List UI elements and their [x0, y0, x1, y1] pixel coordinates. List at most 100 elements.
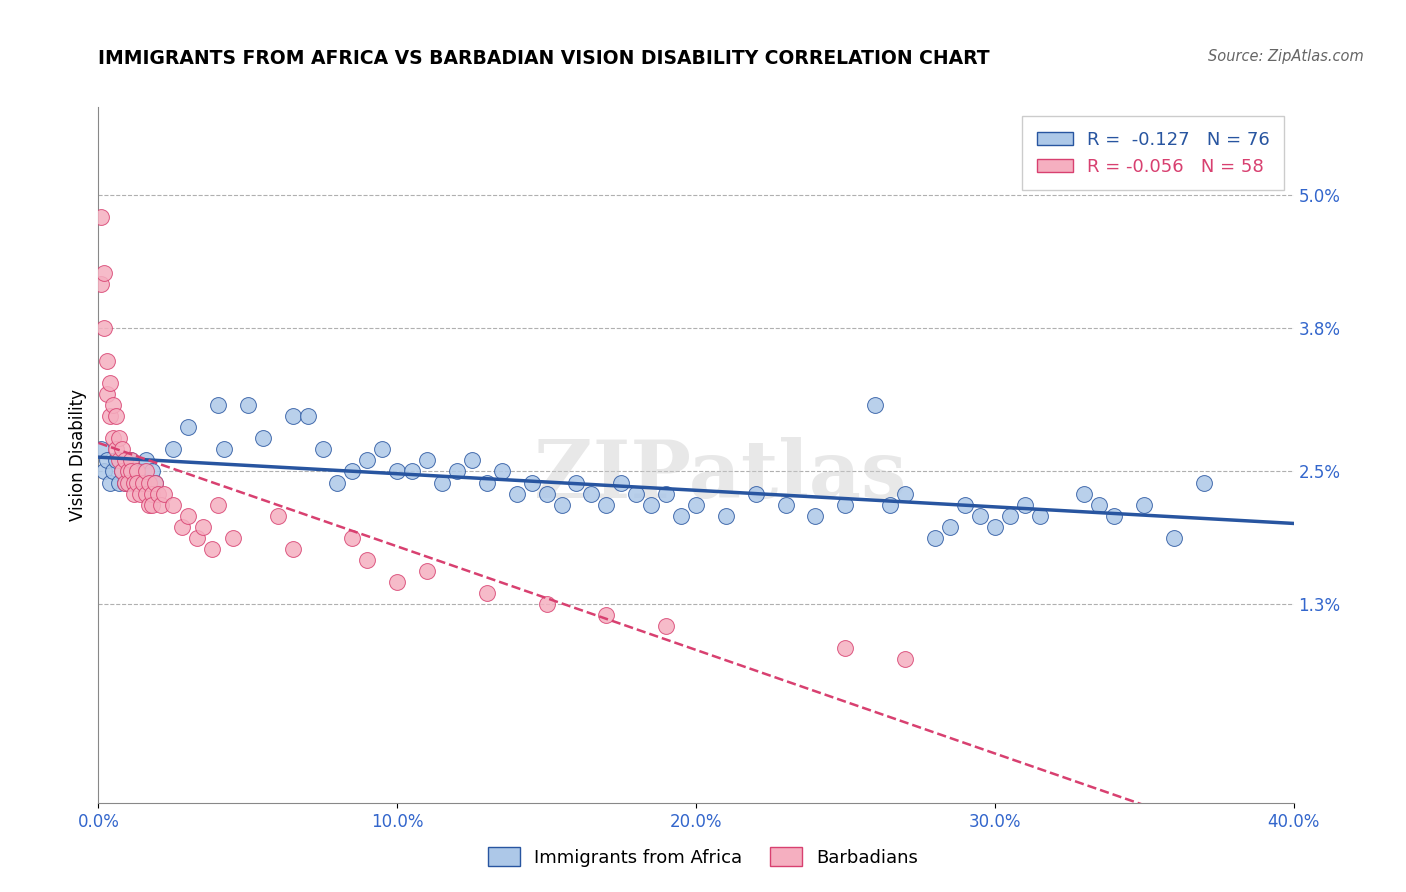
- Point: [385, 574, 409, 589]
- Point: [475, 586, 498, 600]
- Point: [129, 486, 152, 500]
- Point: [834, 641, 856, 656]
- Point: [536, 597, 558, 611]
- Point: [90, 211, 112, 225]
- Point: [111, 465, 134, 479]
- Point: [120, 453, 142, 467]
- Point: [129, 475, 152, 490]
- Point: [117, 475, 139, 490]
- Point: [326, 475, 349, 490]
- Point: [93, 465, 115, 479]
- Point: [924, 531, 946, 545]
- Point: [1088, 498, 1111, 512]
- Point: [105, 453, 128, 467]
- Point: [506, 486, 529, 500]
- Point: [120, 453, 142, 467]
- Point: [894, 486, 917, 500]
- Point: [132, 475, 155, 490]
- Y-axis label: Vision Disability: Vision Disability: [69, 389, 87, 521]
- Point: [565, 475, 588, 490]
- Point: [212, 442, 235, 457]
- Point: [879, 498, 901, 512]
- Point: [1163, 531, 1185, 545]
- Point: [103, 431, 125, 445]
- Point: [342, 465, 364, 479]
- Point: [93, 266, 115, 280]
- Point: [162, 442, 184, 457]
- Point: [143, 475, 166, 490]
- Point: [520, 475, 543, 490]
- Point: [108, 453, 131, 467]
- Point: [96, 453, 118, 467]
- Point: [177, 420, 200, 434]
- Point: [311, 442, 333, 457]
- Point: [135, 453, 157, 467]
- Point: [207, 398, 229, 412]
- Point: [207, 498, 229, 512]
- Point: [103, 465, 125, 479]
- Point: [124, 475, 146, 490]
- Point: [745, 486, 768, 500]
- Point: [461, 453, 484, 467]
- Point: [385, 465, 409, 479]
- Point: [1192, 475, 1215, 490]
- Point: [111, 465, 134, 479]
- Point: [475, 475, 498, 490]
- Point: [127, 475, 149, 490]
- Point: [114, 475, 136, 490]
- Point: [998, 508, 1021, 523]
- Point: [894, 652, 917, 666]
- Point: [127, 465, 149, 479]
- Point: [685, 498, 707, 512]
- Point: [124, 486, 146, 500]
- Point: [804, 508, 827, 523]
- Point: [1133, 498, 1156, 512]
- Point: [100, 409, 122, 424]
- Point: [281, 409, 304, 424]
- Point: [536, 486, 558, 500]
- Text: Source: ZipAtlas.com: Source: ZipAtlas.com: [1208, 49, 1364, 64]
- Point: [117, 465, 139, 479]
- Point: [669, 508, 692, 523]
- Point: [640, 498, 662, 512]
- Point: [342, 531, 364, 545]
- Point: [446, 465, 468, 479]
- Point: [108, 475, 131, 490]
- Point: [172, 519, 194, 533]
- Point: [141, 498, 163, 512]
- Point: [595, 498, 617, 512]
- Point: [186, 531, 208, 545]
- Point: [356, 553, 378, 567]
- Point: [416, 564, 439, 578]
- Point: [1014, 498, 1036, 512]
- Point: [953, 498, 976, 512]
- Point: [267, 508, 290, 523]
- Point: [655, 619, 678, 633]
- Point: [1028, 508, 1050, 523]
- Point: [491, 465, 513, 479]
- Point: [401, 465, 423, 479]
- Point: [150, 498, 173, 512]
- Point: [430, 475, 453, 490]
- Point: [581, 486, 603, 500]
- Point: [105, 409, 128, 424]
- Point: [108, 431, 131, 445]
- Point: [127, 465, 149, 479]
- Point: [114, 453, 136, 467]
- Legend: Immigrants from Africa, Barbadians: Immigrants from Africa, Barbadians: [481, 840, 925, 874]
- Point: [138, 498, 160, 512]
- Point: [138, 475, 160, 490]
- Text: IMMIGRANTS FROM AFRICA VS BARBADIAN VISION DISABILITY CORRELATION CHART: IMMIGRANTS FROM AFRICA VS BARBADIAN VISI…: [98, 49, 990, 68]
- Point: [141, 486, 163, 500]
- Point: [939, 519, 962, 533]
- Text: ZIPatlas: ZIPatlas: [534, 437, 905, 515]
- Point: [371, 442, 394, 457]
- Point: [162, 498, 184, 512]
- Point: [120, 465, 142, 479]
- Point: [969, 508, 991, 523]
- Point: [105, 442, 128, 457]
- Point: [96, 387, 118, 401]
- Point: [714, 508, 737, 523]
- Point: [775, 498, 797, 512]
- Point: [114, 475, 136, 490]
